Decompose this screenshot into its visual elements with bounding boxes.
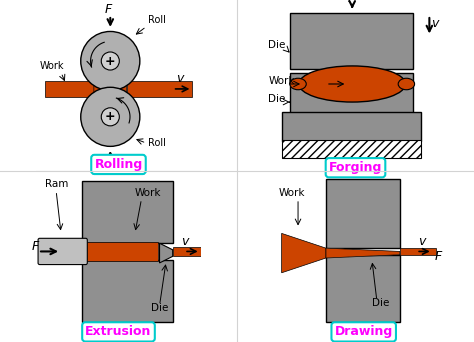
Text: $F$: $F$	[104, 3, 113, 16]
FancyBboxPatch shape	[400, 248, 436, 255]
Text: Work: Work	[268, 76, 295, 86]
Polygon shape	[94, 81, 127, 97]
Polygon shape	[282, 233, 326, 273]
Circle shape	[101, 52, 119, 70]
FancyBboxPatch shape	[290, 13, 413, 69]
Text: Drawing: Drawing	[335, 325, 393, 338]
Text: Work: Work	[40, 61, 64, 71]
Text: $F$: $F$	[104, 159, 113, 172]
Text: Forging: Forging	[329, 161, 382, 174]
FancyBboxPatch shape	[326, 255, 400, 322]
Circle shape	[81, 31, 140, 91]
Text: Die: Die	[268, 40, 286, 50]
Text: Rolling: Rolling	[94, 158, 143, 171]
Text: $v$: $v$	[431, 16, 440, 29]
Text: +: +	[105, 54, 116, 67]
FancyBboxPatch shape	[82, 181, 173, 243]
FancyBboxPatch shape	[38, 238, 87, 265]
FancyBboxPatch shape	[82, 260, 173, 322]
Ellipse shape	[290, 78, 306, 90]
Circle shape	[101, 108, 119, 126]
FancyBboxPatch shape	[127, 81, 192, 97]
FancyBboxPatch shape	[173, 247, 202, 256]
Circle shape	[81, 87, 140, 146]
Polygon shape	[326, 248, 400, 258]
Text: Die: Die	[151, 303, 169, 313]
FancyBboxPatch shape	[290, 73, 413, 114]
Text: Die: Die	[372, 298, 389, 307]
FancyBboxPatch shape	[282, 140, 421, 158]
Text: $v$: $v$	[418, 235, 428, 248]
Text: $F$: $F$	[31, 240, 41, 253]
Ellipse shape	[398, 78, 415, 90]
FancyBboxPatch shape	[84, 241, 158, 261]
Polygon shape	[326, 248, 400, 258]
FancyBboxPatch shape	[326, 179, 400, 248]
Text: Die: Die	[268, 94, 286, 104]
Text: Work: Work	[135, 188, 162, 198]
Text: $v$: $v$	[176, 73, 185, 86]
Text: $F$: $F$	[347, 0, 356, 5]
Text: $F$: $F$	[434, 250, 444, 263]
FancyBboxPatch shape	[45, 81, 102, 97]
FancyBboxPatch shape	[282, 112, 421, 142]
Text: Roll: Roll	[148, 139, 166, 148]
Text: $v$: $v$	[181, 235, 191, 248]
Ellipse shape	[299, 66, 406, 102]
Polygon shape	[160, 243, 173, 263]
Text: Extrusion: Extrusion	[85, 325, 152, 338]
Text: Work: Work	[278, 188, 305, 198]
Text: Ram: Ram	[45, 180, 68, 189]
Text: +: +	[105, 110, 116, 123]
Text: Roll: Roll	[148, 15, 166, 25]
